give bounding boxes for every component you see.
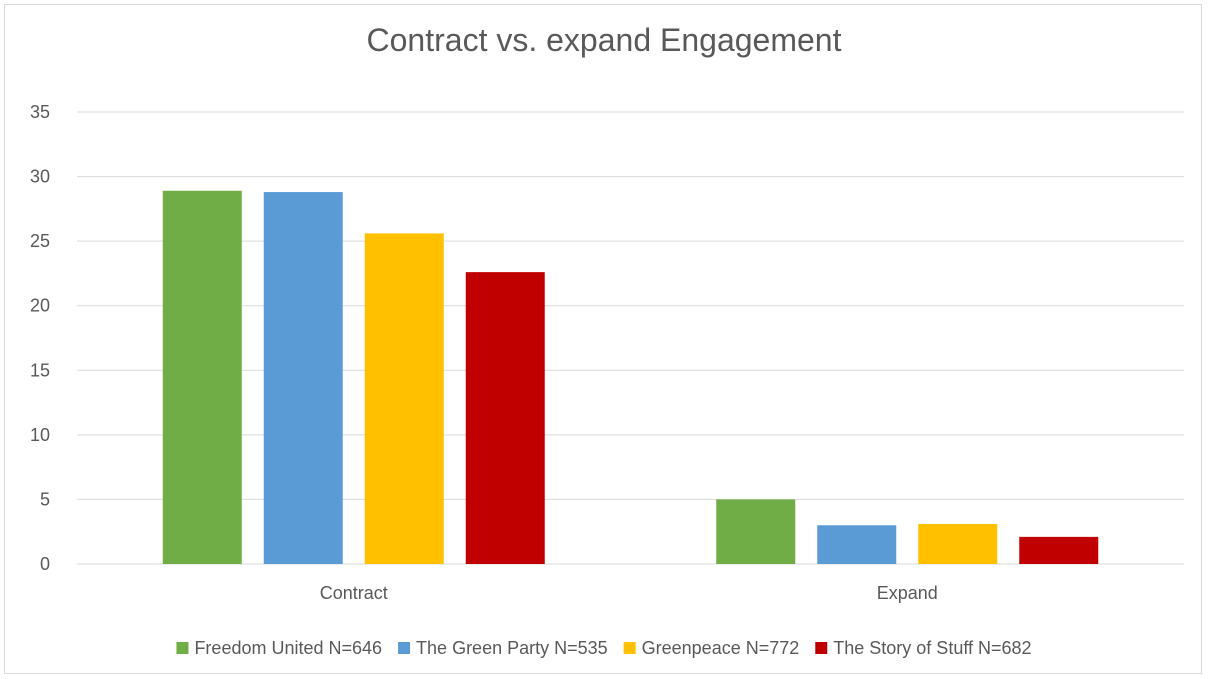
- x-category-label: Contract: [320, 583, 388, 603]
- bar: [162, 190, 242, 564]
- x-category-label: Expand: [877, 583, 938, 603]
- gridlines: [77, 111, 1184, 565]
- bar: [918, 523, 998, 564]
- y-axis-ticks: 0 5 10 15 20 25 30 35: [30, 102, 50, 574]
- bar: [465, 272, 545, 564]
- legend-label: The Green Party N=535: [416, 638, 608, 658]
- bar: [263, 192, 343, 564]
- y-tick-label: 15: [30, 360, 50, 380]
- bar: [364, 233, 444, 564]
- bar: [1019, 536, 1099, 564]
- bar: [817, 525, 897, 564]
- y-tick-label: 30: [30, 167, 50, 187]
- y-tick-label: 5: [40, 489, 50, 509]
- bars: [162, 190, 1099, 564]
- legend: Freedom United N=646 The Green Party N=53…: [176, 638, 1032, 658]
- y-tick-label: 20: [30, 296, 50, 316]
- x-axis-labels: Contract Expand: [320, 583, 938, 603]
- legend-label: Greenpeace N=772: [642, 638, 800, 658]
- bar: [716, 499, 796, 564]
- legend-swatch: [398, 642, 411, 654]
- y-tick-label: 10: [30, 425, 50, 445]
- legend-swatch: [623, 642, 636, 654]
- legend-swatch: [815, 642, 828, 654]
- y-tick-label: 0: [40, 554, 50, 574]
- legend-label: Freedom United N=646: [194, 638, 382, 658]
- y-tick-label: 35: [30, 102, 50, 122]
- legend-label: The Story of Stuff N=682: [833, 638, 1031, 658]
- y-tick-label: 25: [30, 231, 50, 251]
- chart-title: Contract vs. expand Engagement: [366, 22, 842, 58]
- legend-swatch: [176, 642, 189, 654]
